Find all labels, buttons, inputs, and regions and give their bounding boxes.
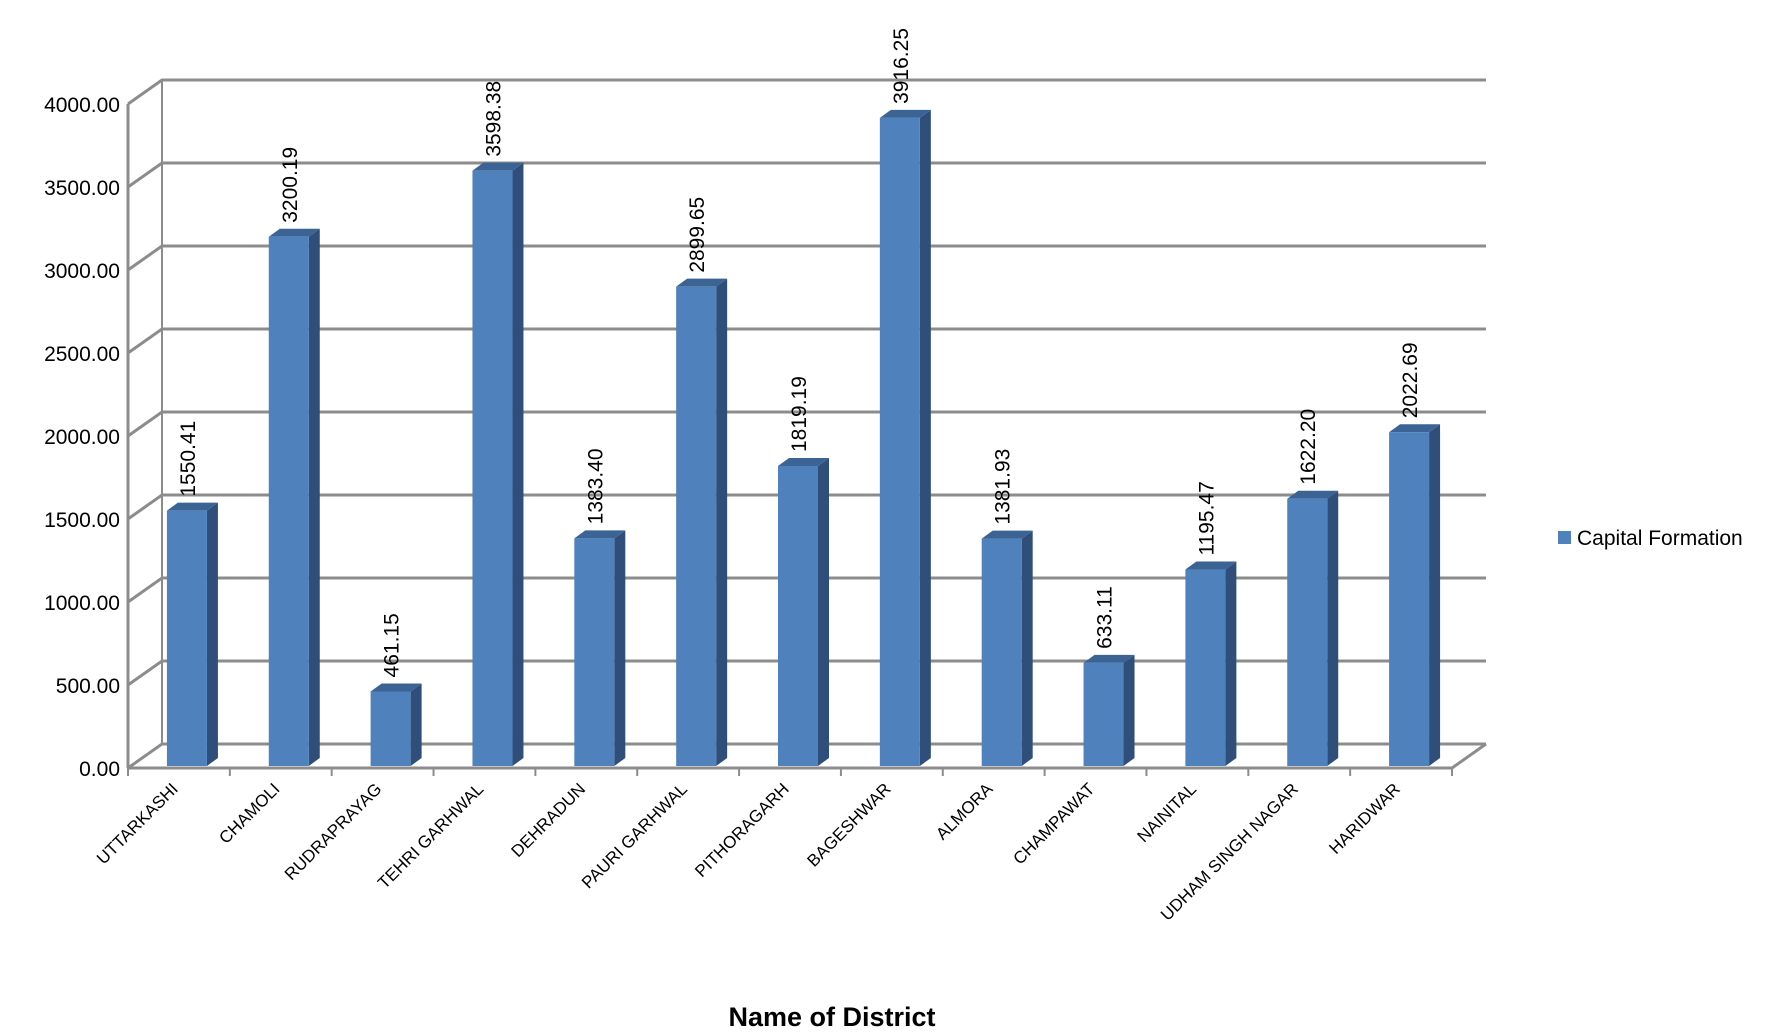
bars bbox=[166, 109, 1441, 767]
y-tick-label: 500.00 bbox=[56, 675, 120, 698]
y-tick-label: 1500.00 bbox=[44, 509, 120, 532]
data-label: 3598.38 bbox=[482, 81, 505, 157]
legend-label: Capital Formation bbox=[1577, 527, 1743, 550]
x-category-label: CHAMOLI bbox=[215, 779, 283, 847]
y-axis-ticks: 0.00 500.00 1000.00 1500.00 2000.00 2500.00 30… bbox=[44, 94, 120, 781]
x-category-label: NAINITAL bbox=[1134, 779, 1201, 846]
bar-side bbox=[818, 458, 829, 766]
bar bbox=[981, 538, 1022, 766]
y-tick-label: 3500.00 bbox=[44, 177, 120, 200]
gridlines bbox=[126, 78, 1487, 776]
data-label: 461.15 bbox=[381, 613, 404, 677]
bar-side bbox=[308, 228, 320, 767]
bar-top bbox=[574, 530, 626, 539]
data-label: 1381.93 bbox=[992, 449, 1015, 525]
x-category-label: UTTARKASHI bbox=[93, 779, 182, 868]
data-label: 1550.41 bbox=[177, 421, 200, 497]
bar-side bbox=[716, 278, 728, 766]
bar-top bbox=[1185, 561, 1237, 570]
bar bbox=[1287, 498, 1328, 766]
bar bbox=[778, 466, 818, 766]
bar bbox=[166, 510, 207, 766]
bar bbox=[1389, 432, 1430, 766]
data-label: 1819.19 bbox=[788, 376, 811, 452]
bar-top bbox=[1287, 490, 1339, 499]
data-label: 1195.47 bbox=[1195, 481, 1218, 555]
bar bbox=[879, 117, 920, 767]
x-category-label: PITHORAGARH bbox=[691, 779, 793, 881]
bar-top bbox=[268, 228, 320, 237]
bar-top bbox=[472, 162, 524, 171]
bar-side bbox=[206, 502, 218, 766]
gridline bbox=[127, 327, 1486, 355]
x-category-label: ALMORA bbox=[932, 779, 997, 844]
y-tick-label: 3000.00 bbox=[44, 260, 120, 283]
bar-top bbox=[166, 502, 218, 511]
legend: Capital Formation bbox=[1558, 527, 1743, 550]
x-category-label: HARIDWAR bbox=[1325, 779, 1403, 857]
bar-top bbox=[676, 278, 728, 287]
bar-side bbox=[1021, 530, 1033, 766]
bar bbox=[370, 691, 411, 766]
gridline bbox=[127, 78, 1486, 106]
bar-side bbox=[1327, 490, 1339, 766]
bar-side bbox=[1225, 561, 1237, 766]
y-tick-label: 1000.00 bbox=[44, 592, 120, 615]
x-axis-title: Name of District bbox=[728, 1002, 935, 1032]
bar bbox=[1083, 662, 1124, 766]
bar bbox=[268, 236, 309, 767]
bar-side bbox=[1429, 424, 1441, 766]
bar-top bbox=[1083, 654, 1135, 663]
x-category-label: RUDRAPRAYAG bbox=[281, 779, 385, 883]
bar bbox=[574, 538, 615, 766]
data-label: 633.11 bbox=[1094, 586, 1117, 649]
data-label: 2022.69 bbox=[1399, 342, 1422, 418]
data-label: 3200.19 bbox=[279, 147, 302, 223]
gridline bbox=[127, 161, 1486, 189]
y-tick-label: 2500.00 bbox=[44, 343, 120, 366]
bar bbox=[1185, 569, 1226, 766]
bar bbox=[676, 286, 717, 766]
bar-top bbox=[370, 683, 422, 692]
y-tick-label: 4000.00 bbox=[44, 94, 120, 117]
data-label: 1622.20 bbox=[1297, 409, 1320, 485]
bar bbox=[472, 170, 513, 766]
bar-side bbox=[512, 162, 524, 766]
x-category-label: PAURI GARHWAL bbox=[578, 779, 691, 892]
bar-top bbox=[879, 109, 931, 118]
bar-side bbox=[614, 530, 626, 766]
x-category-label: CHAMPAWAT bbox=[1009, 779, 1098, 868]
legend-swatch bbox=[1558, 531, 1571, 544]
data-label: 1383.40 bbox=[584, 448, 607, 524]
x-category-label: DEHRADUN bbox=[508, 779, 590, 861]
gridline bbox=[127, 244, 1486, 272]
x-category-label: TEHRI GARHWAL bbox=[374, 779, 487, 892]
bar-top bbox=[1389, 424, 1441, 433]
bar-side bbox=[1123, 654, 1135, 766]
data-label: 2899.65 bbox=[686, 197, 709, 273]
bar-side bbox=[919, 109, 931, 767]
x-category-label: BAGESHWAR bbox=[804, 779, 895, 870]
y-tick-label: 0.00 bbox=[79, 758, 120, 781]
bar-top bbox=[778, 458, 829, 467]
bar-top bbox=[981, 530, 1033, 539]
y-tick-label: 2000.00 bbox=[44, 426, 120, 449]
data-labels: 1550.41 3200.19 461.15 3598.38 1383.40 2899.6… bbox=[177, 28, 1422, 677]
data-label: 3916.25 bbox=[890, 28, 913, 104]
bar-side bbox=[410, 683, 422, 766]
